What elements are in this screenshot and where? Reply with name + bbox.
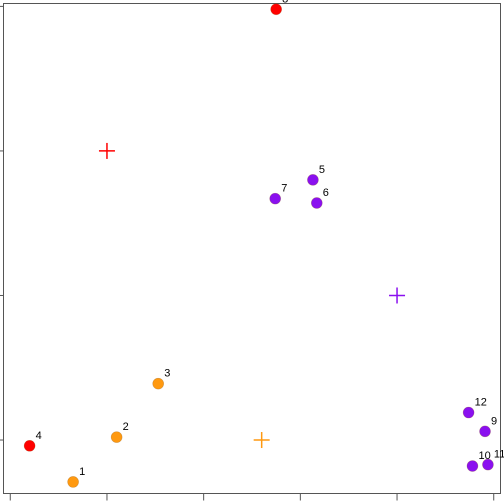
center-marker-3 [253,432,270,449]
point-label-6: 6 [323,187,329,199]
point-2 [110,431,123,443]
axes [0,5,495,501]
point-label-8: 8 [282,0,288,5]
point-label-10: 10 [478,450,490,462]
point-label-5: 5 [319,164,325,176]
plot-frame [3,3,501,494]
point-12 [462,406,475,419]
point-7 [269,192,282,205]
point-label-12: 12 [475,397,487,409]
center-marker-1 [98,142,115,159]
point-label-1: 1 [79,466,85,478]
center-marker-2 [389,287,406,304]
point-10 [466,460,479,472]
point-8 [270,3,282,16]
point-label-4: 4 [36,430,42,442]
point-6 [310,197,323,209]
point-labels: 123456789101112 [36,0,504,478]
point-label-9: 9 [491,415,497,427]
point-1 [67,476,79,488]
point-4 [23,440,36,452]
point-9 [479,425,491,438]
point-label-7: 7 [281,183,287,195]
point-5 [307,174,319,186]
point-3 [152,377,165,390]
point-label-2: 2 [123,421,129,433]
cluster-centers [98,142,406,449]
data-points [23,3,494,488]
point-11 [482,458,494,471]
point-label-11: 11 [494,449,504,461]
point-label-3: 3 [164,368,170,380]
